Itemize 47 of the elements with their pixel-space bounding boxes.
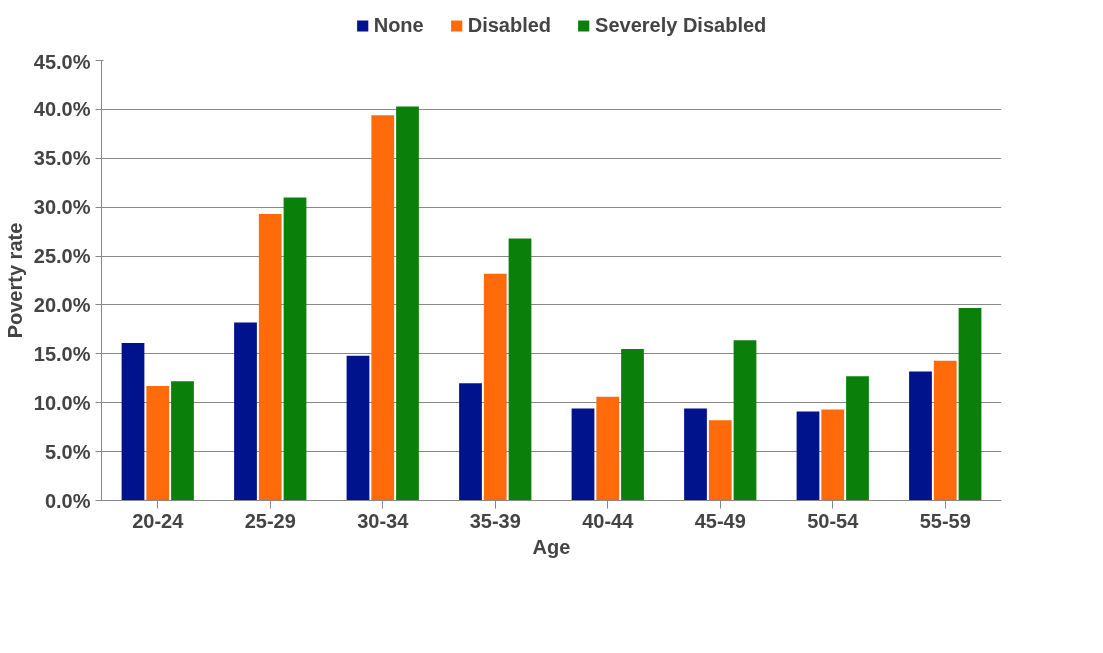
bar xyxy=(821,409,845,501)
bar xyxy=(234,322,257,501)
y-tick-label: 20.0% xyxy=(33,293,91,316)
y-tick-label: 35.0% xyxy=(33,147,91,170)
y-tick-label: 45.0% xyxy=(33,50,91,73)
bar xyxy=(621,348,644,501)
x-axis-title: Age xyxy=(532,535,571,558)
bar xyxy=(909,371,932,501)
bar xyxy=(733,340,757,501)
bar xyxy=(508,238,532,501)
y-tick-label: 40.0% xyxy=(33,98,91,121)
legend-label: Disabled xyxy=(467,13,552,37)
bar xyxy=(571,408,595,501)
x-tick-label: 40-44 xyxy=(582,509,635,532)
bar xyxy=(846,376,869,501)
bar xyxy=(708,420,732,501)
bar xyxy=(121,343,145,501)
bar xyxy=(283,197,307,501)
y-tick-label: 30.0% xyxy=(33,196,91,219)
bar xyxy=(171,381,194,501)
bar xyxy=(371,115,395,501)
x-tick-label: 30-34 xyxy=(357,509,410,532)
bar xyxy=(258,214,282,501)
legend-label: Severely Disabled xyxy=(595,13,767,37)
y-tick-label: 0.0% xyxy=(44,489,91,512)
legend-label: None xyxy=(373,13,424,37)
bar xyxy=(596,396,620,501)
x-tick-label: 35-39 xyxy=(469,509,521,532)
y-tick-label: 10.0% xyxy=(33,391,91,414)
x-tick-label: 45-49 xyxy=(694,509,746,532)
x-tick-label: 25-29 xyxy=(244,509,296,532)
bar xyxy=(459,383,482,501)
y-tick-label: 15.0% xyxy=(33,342,91,365)
x-tick-label: 50-54 xyxy=(807,509,860,532)
bar xyxy=(396,106,419,501)
x-tick-label: 55-59 xyxy=(919,509,971,532)
bar xyxy=(933,360,957,501)
bar xyxy=(684,408,707,501)
y-tick-label: 25.0% xyxy=(33,245,91,268)
bar xyxy=(796,411,820,501)
x-tick-label: 20-24 xyxy=(132,509,185,532)
y-tick-label: 5.0% xyxy=(44,440,91,463)
bar xyxy=(483,273,507,501)
bar xyxy=(146,386,170,501)
bar xyxy=(346,355,370,501)
y-axis-title: Poverty rate xyxy=(3,222,26,339)
bar xyxy=(958,307,982,501)
